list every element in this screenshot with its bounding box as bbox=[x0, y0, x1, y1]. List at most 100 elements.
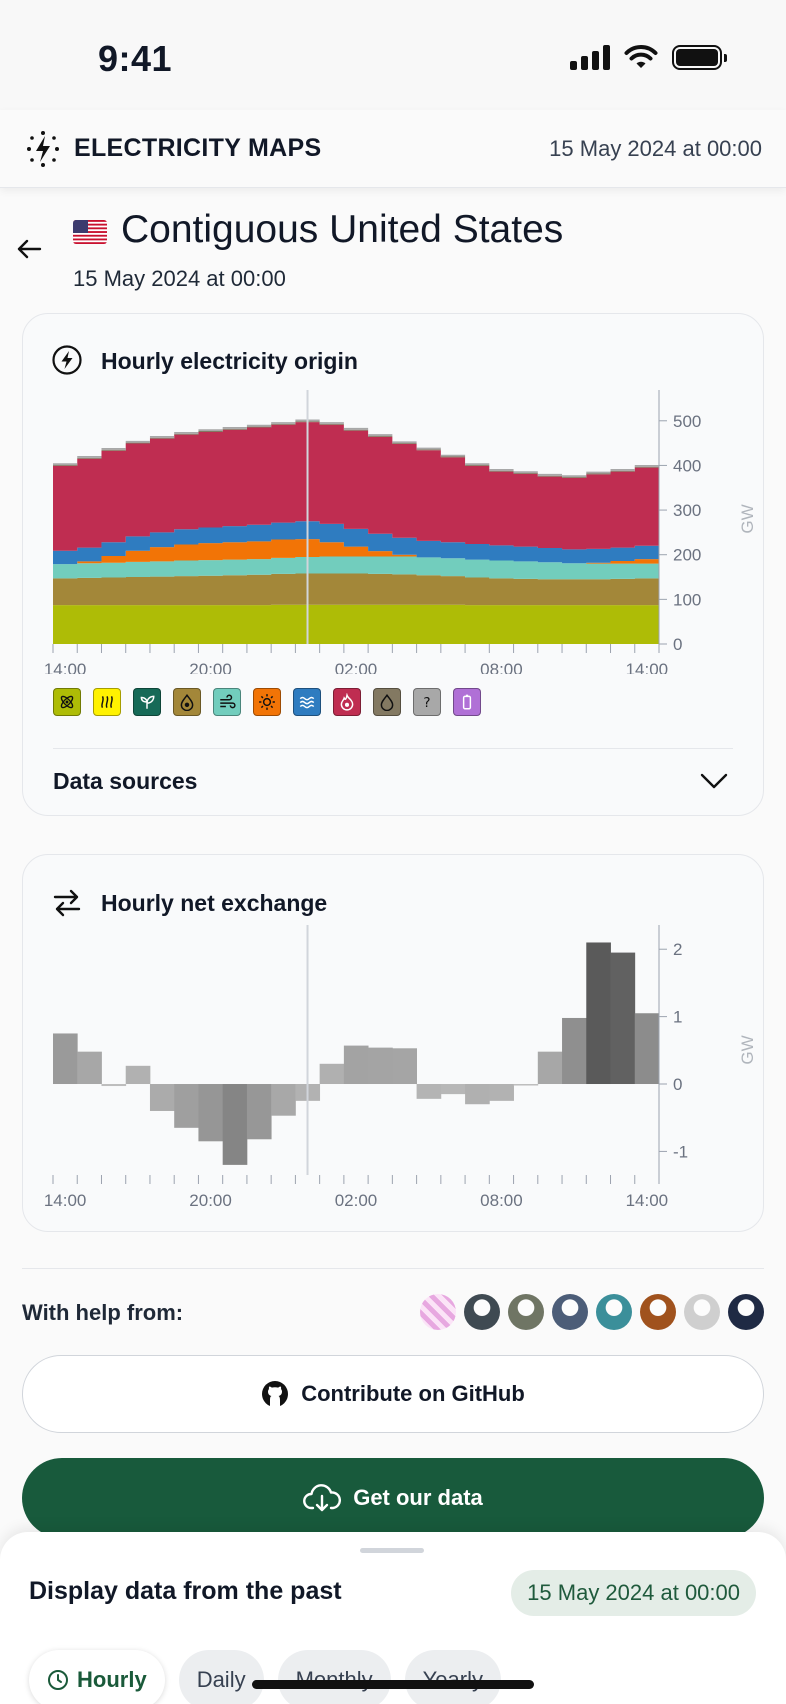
exchange-bar bbox=[101, 1084, 127, 1087]
contribute-github-button[interactable]: Contribute on GitHub bbox=[22, 1355, 764, 1433]
exchange-y-tick-label: -1 bbox=[673, 1142, 688, 1161]
exchange-bar bbox=[77, 1051, 102, 1085]
exchange-x-tick-label: 14:00 bbox=[44, 1191, 87, 1210]
legend-hydro[interactable] bbox=[293, 688, 321, 716]
exchange-arrows-icon bbox=[53, 889, 81, 917]
exchange-bar bbox=[149, 1084, 175, 1111]
sheet-drag-handle[interactable] bbox=[360, 1548, 424, 1553]
question-icon: ? bbox=[423, 695, 430, 711]
help-label: With help from: bbox=[22, 1300, 184, 1325]
electricity-origin-card: Hourly electricity origin 0 100 200 300 400 5… bbox=[22, 313, 764, 816]
origin-x-tick-label: 14:00 bbox=[626, 660, 669, 674]
exchange-bar-chart[interactable]: -1 0 1 2 GW 14:00 20:00 02:00 08:00 14:00 bbox=[23, 855, 765, 1231]
zone-title: Contiguous United States bbox=[121, 208, 564, 251]
origin-y-axis-label: GW bbox=[738, 504, 757, 533]
us-flag-icon bbox=[73, 220, 107, 244]
header-date: 15 May 2024 at 00:00 bbox=[549, 135, 762, 161]
origin-y-tick-label: 0 bbox=[673, 635, 682, 654]
net-exchange-card: Hourly net exchange -1 0 1 2 GW 14:00 20:00 02:… bbox=[22, 854, 764, 1232]
contributor-avatar[interactable] bbox=[728, 1294, 764, 1330]
chevron-down-icon[interactable] bbox=[699, 770, 729, 792]
exchange-bar bbox=[537, 1051, 563, 1085]
exchange-x-tick-label: 08:00 bbox=[480, 1191, 523, 1210]
legend-geothermal[interactable] bbox=[93, 688, 121, 716]
legend-unknown[interactable]: ? bbox=[413, 688, 441, 716]
area-series-gas bbox=[53, 422, 659, 551]
legend-nuclear[interactable] bbox=[53, 688, 81, 716]
area-series-solar bbox=[53, 539, 659, 565]
tab-daily-label: Daily bbox=[196, 1667, 246, 1692]
legend-wind[interactable] bbox=[213, 688, 241, 716]
exchange-x-tick-label: 02:00 bbox=[335, 1191, 378, 1210]
legend-oil[interactable] bbox=[373, 688, 401, 716]
time-controller-sheet: Display data from the past 15 May 2024 a… bbox=[0, 1532, 786, 1704]
exchange-card-title: Hourly net exchange bbox=[101, 890, 328, 916]
data-sources-toggle[interactable]: Data sources bbox=[53, 768, 198, 794]
contributor-avatar[interactable] bbox=[420, 1294, 456, 1330]
exchange-bar bbox=[198, 1084, 224, 1142]
origin-y-tick-label: 200 bbox=[673, 546, 701, 565]
tab-yearly[interactable]: Yearly bbox=[404, 1650, 501, 1704]
contributor-avatar[interactable] bbox=[596, 1294, 632, 1330]
sprout-icon bbox=[140, 695, 155, 709]
area-series-nuclear bbox=[53, 604, 659, 644]
brand[interactable]: ELECTRICITY MAPS bbox=[24, 130, 321, 168]
electricity-maps-logo-icon bbox=[27, 130, 59, 167]
origin-legend: ? bbox=[53, 688, 481, 716]
contributor-avatars bbox=[420, 1294, 764, 1330]
exchange-bar bbox=[368, 1047, 393, 1085]
period-tabs: Hourly Daily Monthly Yearly bbox=[29, 1650, 501, 1704]
cloud-download-icon bbox=[303, 1484, 342, 1512]
legend-coal[interactable] bbox=[173, 688, 201, 716]
oil-drop-icon bbox=[380, 694, 394, 711]
contributor-avatar[interactable] bbox=[684, 1294, 720, 1330]
exchange-bar bbox=[392, 1048, 417, 1085]
origin-x-tick-label: 02:00 bbox=[335, 660, 378, 674]
exchange-bar bbox=[53, 1033, 78, 1085]
origin-x-tick-label: 08:00 bbox=[480, 660, 523, 674]
home-indicator bbox=[252, 1680, 534, 1689]
tab-daily[interactable]: Daily bbox=[178, 1650, 264, 1704]
get-data-button[interactable]: Get our data bbox=[22, 1458, 764, 1538]
status-bar: 9:41 bbox=[0, 0, 786, 110]
exchange-bar bbox=[416, 1084, 442, 1099]
github-icon bbox=[262, 1381, 289, 1407]
exchange-bar bbox=[125, 1065, 151, 1085]
origin-x-tick-label: 14:00 bbox=[44, 660, 87, 674]
flame-icon bbox=[340, 693, 354, 711]
selected-date-badge[interactable]: 15 May 2024 at 00:00 bbox=[511, 1570, 756, 1616]
exchange-bar bbox=[440, 1084, 466, 1095]
github-button-label: Contribute on GitHub bbox=[301, 1381, 525, 1406]
contributor-avatar[interactable] bbox=[552, 1294, 588, 1330]
zone-date: 15 May 2024 at 00:00 bbox=[73, 266, 286, 291]
contributor-avatar[interactable] bbox=[640, 1294, 676, 1330]
sun-icon bbox=[259, 694, 275, 710]
tab-hourly[interactable]: Hourly bbox=[29, 1650, 165, 1704]
status-time: 9:41 bbox=[98, 38, 173, 79]
exchange-bar bbox=[319, 1063, 345, 1085]
contributor-avatar[interactable] bbox=[508, 1294, 544, 1330]
origin-area-chart[interactable]: 0 100 200 300 400 500 GW 14:00 20:00 02:00 08:00 14… bbox=[23, 314, 765, 674]
coal-drop-icon bbox=[180, 694, 194, 711]
exchange-bar bbox=[562, 1017, 587, 1085]
exchange-x-tick-label: 14:00 bbox=[626, 1191, 669, 1210]
app-header: ELECTRICITY MAPS 15 May 2024 at 00:00 bbox=[0, 110, 786, 188]
origin-x-tick-label: 20:00 bbox=[189, 660, 232, 674]
brand-name: ELECTRICITY MAPS bbox=[74, 134, 322, 162]
origin-y-tick-label: 400 bbox=[673, 456, 701, 475]
area-series-coal bbox=[53, 573, 659, 606]
back-arrow-icon[interactable] bbox=[14, 234, 44, 264]
sheet-title: Display data from the past bbox=[29, 1577, 342, 1605]
svg-text:?: ? bbox=[423, 695, 430, 711]
exchange-y-axis-label: GW bbox=[738, 1035, 757, 1064]
tab-monthly[interactable]: Monthly bbox=[277, 1650, 391, 1704]
legend-battery-storage[interactable] bbox=[453, 688, 481, 716]
legend-solar[interactable] bbox=[253, 688, 281, 716]
origin-card-divider bbox=[53, 748, 733, 749]
contributor-avatar[interactable] bbox=[464, 1294, 500, 1330]
exchange-bar bbox=[222, 1084, 248, 1165]
origin-y-tick-label: 300 bbox=[673, 501, 701, 520]
legend-biomass[interactable] bbox=[133, 688, 161, 716]
legend-gas[interactable] bbox=[333, 688, 361, 716]
clock-icon bbox=[48, 1670, 68, 1690]
